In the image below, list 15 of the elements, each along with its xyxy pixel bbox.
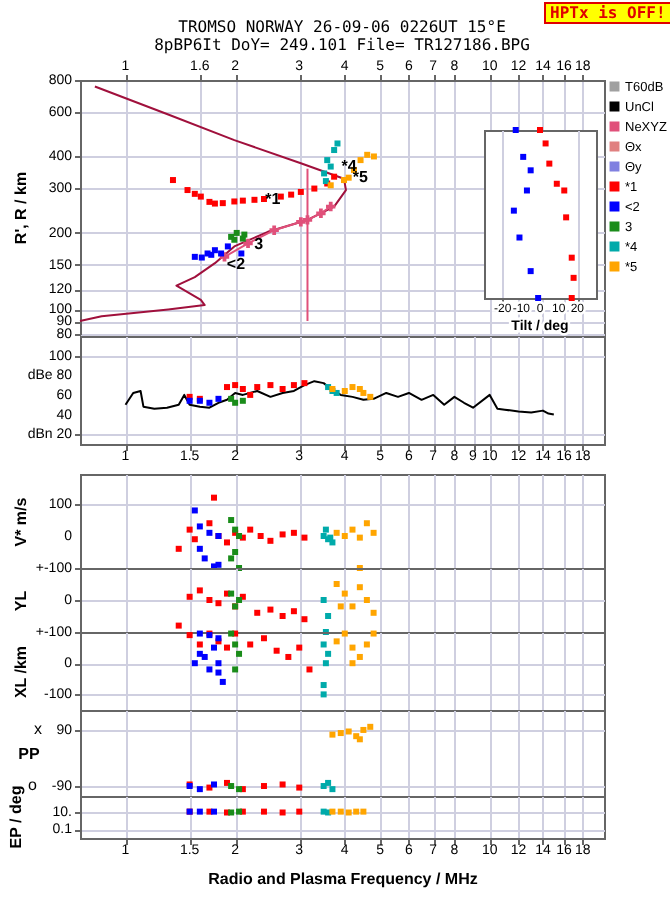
text: o	[28, 776, 37, 794]
y-axis-title: R', R / km	[12, 171, 30, 245]
text: HPTx is OFF!	[544, 2, 670, 24]
y-axis-title: YL	[12, 590, 30, 612]
y-axis-title: PP	[18, 745, 41, 763]
x-axis-title: Radio and Plasma Frequency / MHz	[208, 870, 478, 888]
chart-title: TROMSO NORWAY 26-09-06 0226UT 15°E	[178, 18, 507, 36]
annotation: *1	[265, 189, 282, 208]
chart-subtitle: 8pBP6It DoY= 249.101 File= TR127186.BPG	[154, 36, 531, 54]
y-axis-title: XL /km	[12, 645, 30, 699]
y-axis-title: V* m/s	[12, 496, 30, 547]
annotation: 3	[254, 234, 265, 253]
y-axis-title: EP / deg	[7, 785, 25, 849]
text: x	[34, 720, 42, 738]
annotation: <2	[226, 254, 247, 273]
